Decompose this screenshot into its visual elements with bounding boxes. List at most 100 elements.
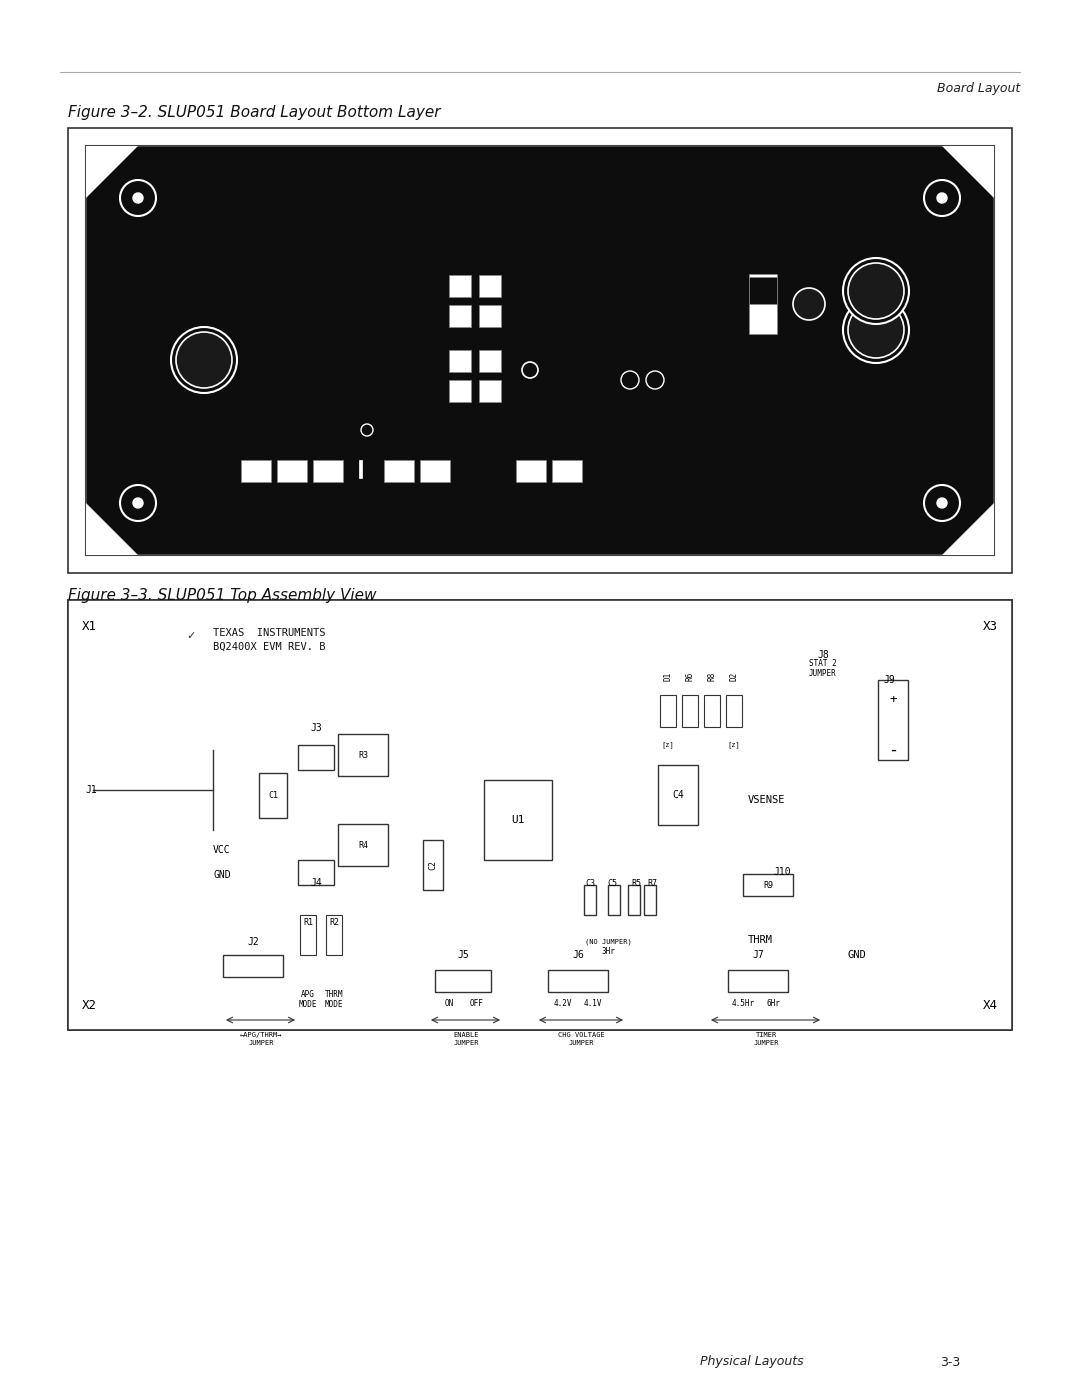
Text: CHG VOLTAGE: CHG VOLTAGE [557,1032,605,1038]
Bar [300,915,316,956]
Text: R8: R8 [707,672,716,680]
Text: +: + [889,693,896,707]
Text: 3Hr: 3Hr [602,947,615,957]
Text: VCC: VCC [213,845,231,855]
Polygon shape [942,503,994,555]
Bar [584,886,596,915]
Text: ON: ON [444,999,454,1007]
Text: -: - [888,740,897,759]
Text: JUMPER: JUMPER [568,1039,594,1046]
Text: JUMPER: JUMPER [248,1039,273,1046]
Text: 4.5Hr: 4.5Hr [731,999,755,1007]
Text: JUMPER: JUMPER [753,1039,779,1046]
Bar [660,694,676,726]
Circle shape [522,362,538,379]
Text: 4.2V: 4.2V [554,999,572,1007]
Text: Physical Layouts: Physical Layouts [700,1355,804,1369]
Text: TEXAS  INSTRUMENTS: TEXAS INSTRUMENTS [213,629,325,638]
Bar [259,773,287,817]
Bar [750,274,777,334]
Bar [420,460,450,482]
Circle shape [176,332,232,388]
Bar [552,460,582,482]
Text: C5: C5 [607,879,617,888]
Text: J6: J6 [572,950,584,960]
Text: JUMPER: JUMPER [454,1039,478,1046]
Bar [728,970,788,992]
Text: 3-3: 3-3 [940,1355,960,1369]
Circle shape [793,288,825,320]
Text: ✓: ✓ [187,631,195,641]
Text: J1: J1 [85,785,97,795]
Text: GND: GND [848,950,867,960]
Bar [298,861,334,886]
Text: STAT 2: STAT 2 [809,659,837,668]
Text: J10: J10 [773,868,791,877]
Bar [516,460,546,482]
Circle shape [133,497,143,509]
Text: BQ2400X EVM REV. B: BQ2400X EVM REV. B [213,643,325,652]
Text: VSENSE: VSENSE [748,795,785,805]
Bar [222,956,283,977]
Bar [449,351,471,372]
Text: C2: C2 [429,861,437,870]
Bar [608,886,620,915]
Circle shape [171,327,237,393]
Text: 4.1V: 4.1V [584,999,603,1007]
Bar [627,886,640,915]
Bar [449,380,471,402]
Circle shape [120,180,156,217]
Circle shape [133,193,143,203]
Bar [338,824,388,866]
Text: X4: X4 [983,999,998,1011]
Text: J2: J2 [247,937,259,947]
Bar [449,305,471,327]
Circle shape [120,485,156,521]
Text: R4: R4 [357,841,368,849]
Text: D2: D2 [729,672,739,680]
Bar [750,277,777,305]
Bar [423,840,443,890]
Text: GND: GND [213,870,231,880]
Circle shape [621,372,639,388]
Bar [484,780,552,861]
Text: TIMER: TIMER [755,1032,777,1038]
Bar [326,915,342,956]
Circle shape [937,193,947,203]
Text: R3: R3 [357,750,368,760]
Text: X3: X3 [983,620,998,633]
Text: J8: J8 [818,650,828,659]
Polygon shape [86,147,138,198]
Text: R1: R1 [303,918,313,928]
Text: THRM: THRM [748,935,773,944]
Bar [68,599,1012,1030]
Bar [313,460,343,482]
Bar [384,460,414,482]
Text: THRM
MODE: THRM MODE [325,990,343,1010]
Text: OFF: OFF [470,999,484,1007]
Bar [658,766,698,826]
Bar [338,733,388,775]
Text: (NO JUMPER): (NO JUMPER) [584,939,632,946]
Text: R2: R2 [329,918,339,928]
Bar [743,875,793,895]
Text: 6Hr: 6Hr [766,999,780,1007]
Text: C3: C3 [585,879,595,888]
Text: R7: R7 [647,879,657,888]
Bar [86,147,994,555]
Text: J9: J9 [883,675,894,685]
Text: J4: J4 [310,877,322,888]
Text: X2: X2 [82,999,97,1011]
Text: U1: U1 [511,814,525,826]
Bar [726,694,742,726]
Text: [z]: [z] [728,742,741,749]
Bar [241,460,271,482]
Text: Figure 3–2. SLUP051 Board Layout Bottom Layer: Figure 3–2. SLUP051 Board Layout Bottom … [68,105,441,120]
Bar [480,380,501,402]
Circle shape [843,258,909,324]
Text: C4: C4 [672,789,684,800]
Text: D1: D1 [663,672,673,680]
Text: ←APG/THRM→: ←APG/THRM→ [240,1032,282,1038]
Circle shape [646,372,664,388]
Bar [480,351,501,372]
